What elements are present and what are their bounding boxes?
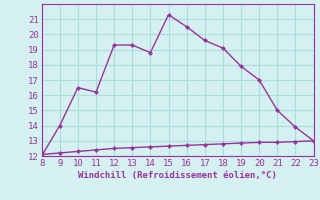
X-axis label: Windchill (Refroidissement éolien,°C): Windchill (Refroidissement éolien,°C) (78, 171, 277, 180)
